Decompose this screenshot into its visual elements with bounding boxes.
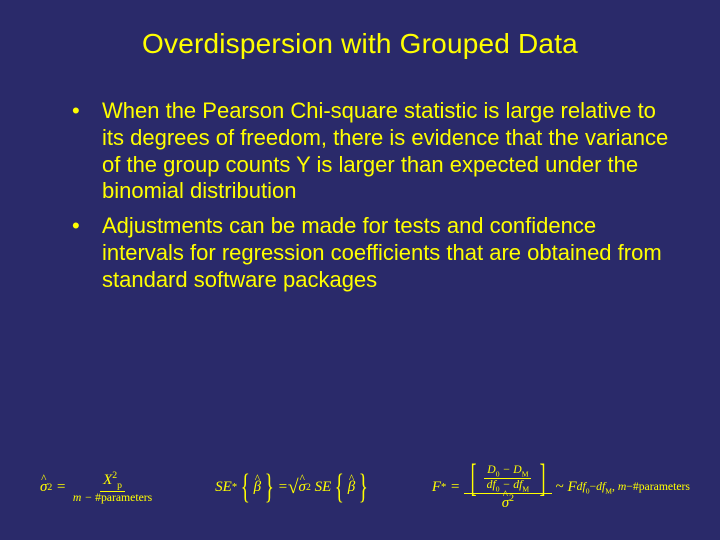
slide-title: Overdispersion with Grouped Data (50, 28, 670, 60)
bullet-item: When the Pearson Chi-square statistic is… (72, 98, 670, 205)
bullet-list: When the Pearson Chi-square statistic is… (50, 98, 670, 294)
formula-sigma: σ2 = X2p m − #parameters (40, 471, 155, 505)
bullet-item: Adjustments can be made for tests and co… (72, 213, 670, 293)
formula-row: σ2 = X2p m − #parameters SE* { β } = √σ2… (40, 464, 690, 512)
formula-f-star: F* = [ D0 − DM df0 − dfM ] σ2 ~ Fdf0−dfM… (432, 464, 690, 512)
formula-se-star: SE* { β } = √σ2 SE { β } (215, 477, 372, 499)
